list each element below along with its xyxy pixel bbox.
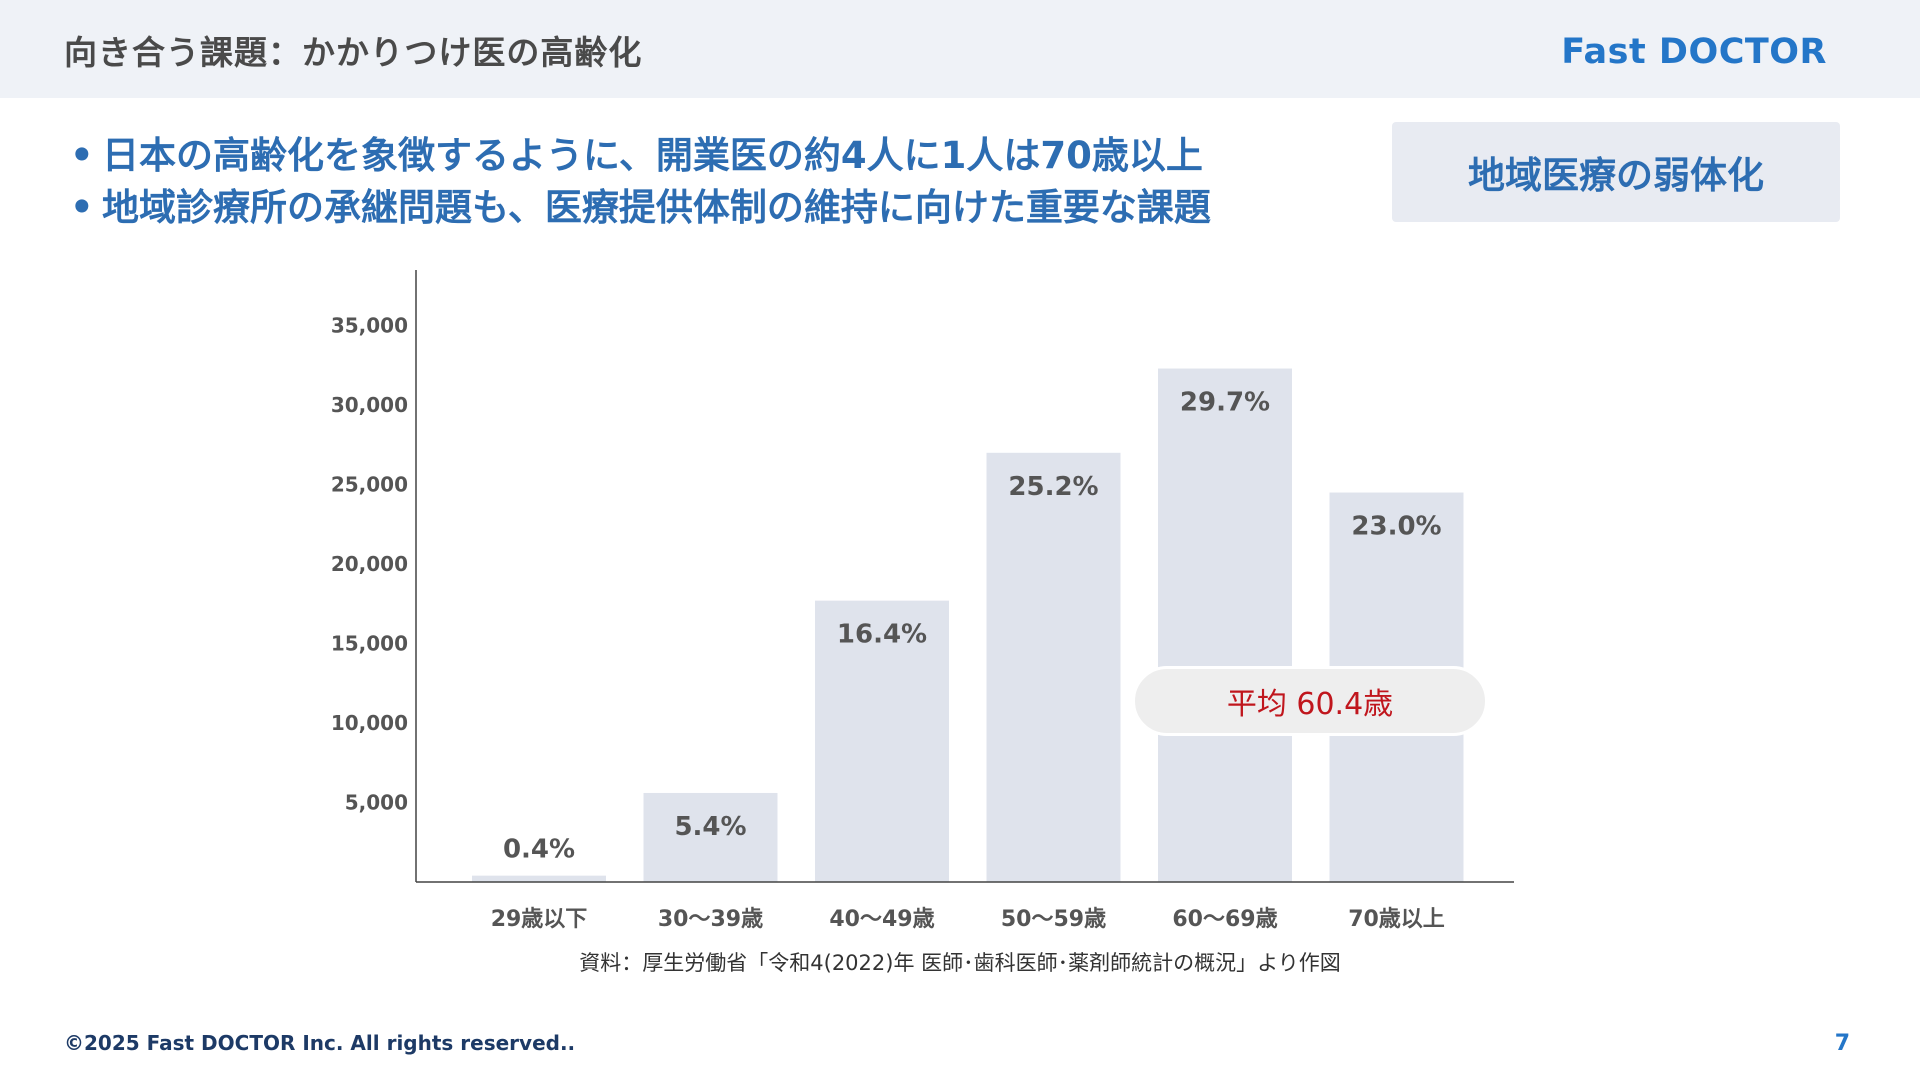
bar [472,875,606,882]
y-tick-label: 15,000 [331,632,408,656]
slide-title: 向き合う課題：かかりつけ医の高齢化 [64,33,643,72]
bar [986,452,1121,882]
data-label: 16.4% [837,620,927,650]
data-label: 25.2% [1008,472,1098,502]
y-tick-label: 20,000 [331,552,408,576]
key-points: 日本の高齢化を象徴するように、開業医の約4人に1人は70歳以上 地域診療所の承継… [70,130,1211,234]
y-tick-label: 25,000 [331,473,408,497]
x-tick-label: 50〜59歳 [1001,907,1106,932]
x-tick-label: 60〜69歳 [1172,907,1277,932]
data-label: 23.0% [1351,512,1441,542]
bullet-point: 日本の高齢化を象徴するように、開業医の約4人に1人は70歳以上 [70,130,1211,182]
y-tick-label: 5,000 [345,791,408,815]
page-number: 7 [1834,1031,1850,1056]
average-age-annotation: 平均 60.4歳 [1132,666,1488,736]
data-label: 0.4% [503,835,575,865]
y-tick-label: 30,000 [331,393,408,417]
brand-logo: Fast DOCTOR [1561,32,1827,72]
data-label: 29.7% [1180,388,1270,418]
bar [815,600,949,882]
bullet-point: 地域診療所の承継問題も、医療提供体制の維持に向けた重要な課題 [70,182,1211,234]
topic-tag: 地域医療の弱体化 [1392,122,1840,222]
slide-header: 向き合う課題：かかりつけ医の高齢化 Fast DOCTOR [0,0,1920,98]
x-tick-label: 30〜39歳 [658,907,763,932]
x-tick-label: 29歳以下 [491,907,588,932]
y-tick-label: 35,000 [331,314,408,338]
x-tick-label: 40〜49歳 [829,907,934,932]
y-tick-label: 10,000 [331,711,408,735]
copyright-notice: ©2025 Fast DOCTOR Inc. All rights reserv… [64,1031,576,1055]
bar [643,792,778,882]
data-label: 5.4% [674,812,746,842]
source-note: 資料：厚生労働省「令和4(2022)年 医師･歯科医師･薬剤師統計の概況」より作… [579,951,1341,975]
x-tick-label: 70歳以上 [1348,907,1445,932]
bar [1158,368,1292,882]
